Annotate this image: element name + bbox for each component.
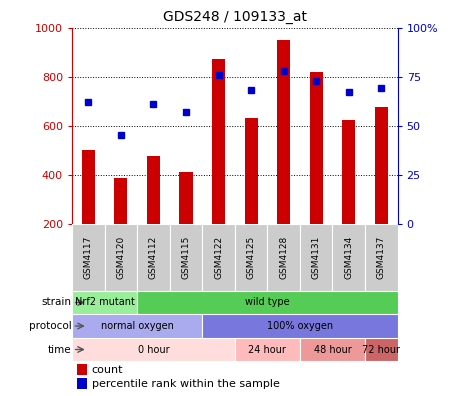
Bar	[365, 224, 398, 291]
Bar	[212, 59, 225, 224]
Bar	[235, 338, 300, 361]
Text: 72 hour: 72 hour	[362, 345, 400, 354]
Text: GSM4115: GSM4115	[181, 236, 191, 279]
Bar	[77, 378, 86, 389]
Bar	[300, 224, 332, 291]
Bar	[300, 338, 365, 361]
Bar	[114, 178, 127, 224]
Title: GDS248 / 109133_at: GDS248 / 109133_at	[163, 10, 307, 24]
Text: protocol: protocol	[29, 321, 72, 331]
Text: normal oxygen: normal oxygen	[101, 321, 173, 331]
Bar	[72, 291, 137, 314]
Text: 48 hour: 48 hour	[313, 345, 352, 354]
Bar	[105, 224, 137, 291]
Bar	[137, 224, 170, 291]
Text: GSM4120: GSM4120	[116, 236, 126, 279]
Text: GSM4137: GSM4137	[377, 236, 386, 279]
Bar	[179, 172, 193, 224]
Text: strain: strain	[41, 297, 72, 308]
Text: Nrf2 mutant: Nrf2 mutant	[75, 297, 134, 308]
Bar	[332, 224, 365, 291]
Text: GSM4117: GSM4117	[84, 236, 93, 279]
Text: GSM4134: GSM4134	[344, 236, 353, 279]
Text: GSM4122: GSM4122	[214, 236, 223, 279]
Text: count: count	[92, 365, 123, 375]
Text: 0 hour: 0 hour	[138, 345, 169, 354]
Bar	[277, 40, 290, 224]
Bar	[202, 314, 398, 338]
Bar	[245, 118, 258, 224]
Bar	[72, 314, 202, 338]
Text: GSM4125: GSM4125	[246, 236, 256, 279]
Text: GSM4128: GSM4128	[279, 236, 288, 279]
Bar	[77, 364, 86, 375]
Bar	[375, 107, 388, 224]
Bar	[235, 224, 267, 291]
Bar	[310, 72, 323, 224]
Bar	[137, 291, 398, 314]
Text: percentile rank within the sample: percentile rank within the sample	[92, 379, 279, 389]
Bar	[72, 338, 235, 361]
Text: time: time	[48, 345, 72, 354]
Bar	[72, 224, 105, 291]
Bar	[365, 338, 398, 361]
Bar	[147, 156, 160, 224]
Bar	[267, 224, 300, 291]
Text: GSM4112: GSM4112	[149, 236, 158, 279]
Text: 100% oxygen: 100% oxygen	[267, 321, 333, 331]
Text: GSM4131: GSM4131	[312, 236, 321, 279]
Text: 24 hour: 24 hour	[248, 345, 286, 354]
Bar	[170, 224, 202, 291]
Text: wild type: wild type	[245, 297, 290, 308]
Bar	[342, 120, 355, 224]
Bar	[202, 224, 235, 291]
Bar	[82, 150, 95, 224]
